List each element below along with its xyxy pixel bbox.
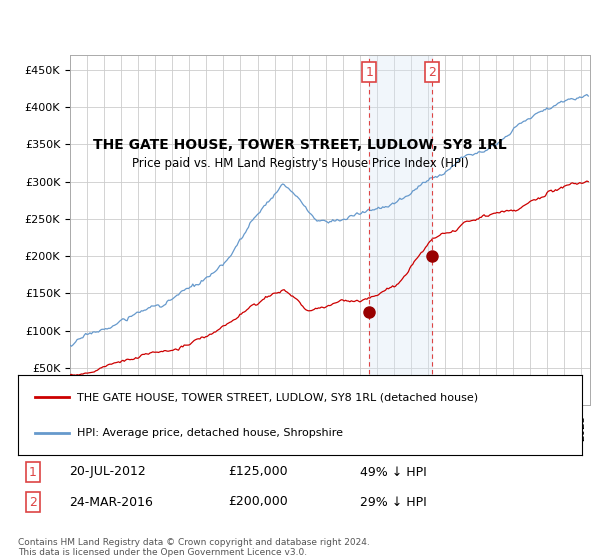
Text: 1: 1 — [365, 66, 373, 78]
Text: £125,000: £125,000 — [228, 465, 287, 478]
Text: Price paid vs. HM Land Registry's House Price Index (HPI): Price paid vs. HM Land Registry's House … — [131, 157, 469, 170]
Text: 49% ↓ HPI: 49% ↓ HPI — [360, 465, 427, 478]
Text: 1: 1 — [29, 465, 37, 478]
Text: THE GATE HOUSE, TOWER STREET, LUDLOW, SY8 1RL: THE GATE HOUSE, TOWER STREET, LUDLOW, SY… — [93, 138, 507, 152]
Text: 2: 2 — [29, 496, 37, 508]
Text: 29% ↓ HPI: 29% ↓ HPI — [360, 496, 427, 508]
Text: THE GATE HOUSE, TOWER STREET, LUDLOW, SY8 1RL (detached house): THE GATE HOUSE, TOWER STREET, LUDLOW, SY… — [77, 393, 478, 403]
Text: £200,000: £200,000 — [228, 496, 288, 508]
Text: 20-JUL-2012: 20-JUL-2012 — [69, 465, 146, 478]
Bar — [369, 55, 432, 405]
Text: 2: 2 — [428, 66, 436, 78]
Text: 24-MAR-2016: 24-MAR-2016 — [69, 496, 153, 508]
Text: Contains HM Land Registry data © Crown copyright and database right 2024.
This d: Contains HM Land Registry data © Crown c… — [18, 538, 370, 557]
Text: HPI: Average price, detached house, Shropshire: HPI: Average price, detached house, Shro… — [77, 428, 343, 437]
